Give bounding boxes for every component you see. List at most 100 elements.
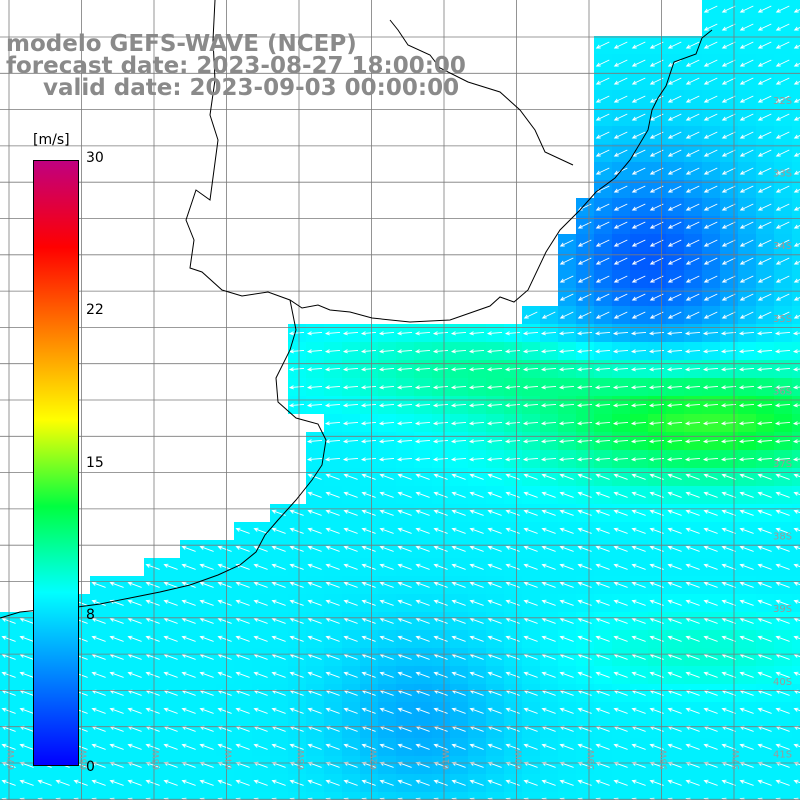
wind-arrow [109, 707, 124, 714]
wind-arrow [397, 509, 412, 516]
wind-arrow [324, 349, 341, 354]
wind-arrow [667, 617, 682, 624]
wind-arrow [631, 563, 646, 570]
lon-label: 59W [587, 750, 597, 770]
wind-arrow [360, 349, 377, 354]
wind-arrow [613, 275, 628, 283]
wind-arrow [181, 635, 196, 642]
wind-arrow [468, 331, 485, 336]
wind-arrow [595, 95, 610, 103]
wind-arrow [324, 331, 341, 336]
wind-arrow [306, 367, 323, 372]
wind-arrow [756, 457, 773, 462]
wind-arrow [342, 367, 359, 372]
wind-arrow [721, 509, 736, 516]
wind-arrow [721, 311, 736, 319]
wind-arrow [127, 671, 142, 678]
wind-arrow [667, 743, 682, 750]
wind-arrow [271, 743, 286, 750]
wind-arrow [702, 457, 719, 462]
wind-arrow [523, 635, 538, 642]
wind-arrow [361, 617, 376, 624]
wind-arrow [685, 185, 700, 193]
wind-arrow [397, 599, 412, 606]
wind-arrow [793, 617, 800, 622]
wind-arrow [703, 221, 718, 229]
wind-cell [792, 756, 800, 774]
wind-arrow [163, 707, 178, 714]
wind-arrow [667, 131, 682, 139]
wind-arrow [432, 385, 449, 390]
wind-arrow [631, 779, 646, 786]
wind-arrow [685, 473, 700, 480]
wind-arrow [793, 26, 800, 31]
wind-cell [90, 792, 108, 800]
wind-arrow [612, 457, 629, 462]
wind-cell [288, 792, 306, 800]
wind-arrow [739, 599, 754, 606]
wind-arrow [613, 617, 628, 624]
wind-arrow [721, 221, 736, 229]
wind-arrow [559, 635, 574, 642]
wind-arrow [19, 743, 34, 750]
wind-arrow [343, 527, 358, 534]
wind-arrow [361, 635, 376, 642]
wind-cell [36, 792, 54, 800]
wind-arrow [576, 439, 593, 444]
wind-arrow [433, 779, 448, 786]
wind-arrow [109, 779, 124, 786]
wind-arrow [468, 439, 485, 444]
wind-arrow [55, 779, 70, 786]
wind-arrow [667, 509, 682, 516]
wind-arrow [307, 545, 322, 552]
lat-label: 33S [773, 169, 792, 180]
wind-arrow [181, 671, 196, 678]
wind-arrow [504, 457, 521, 462]
wind-arrow [739, 203, 754, 211]
wind-arrow [307, 527, 322, 534]
wind-arrow [378, 421, 395, 426]
wind-arrow [343, 599, 358, 606]
wind-arrow [505, 779, 520, 786]
wind-arrow [361, 473, 376, 480]
wind-arrow [757, 599, 772, 606]
wind-arrow [378, 439, 395, 444]
wind-arrow [775, 293, 790, 301]
wind-arrow [361, 545, 376, 552]
wind-arrow [289, 707, 304, 714]
wind-arrow [613, 77, 628, 85]
wind-cell [792, 288, 800, 306]
wind-arrow [703, 131, 718, 139]
wind-arrow [594, 367, 611, 372]
wind-arrow [523, 563, 538, 570]
wind-arrow [540, 421, 557, 426]
wind-arrow [793, 80, 800, 85]
wind-arrow [775, 527, 790, 534]
lon-label: 65W [152, 750, 162, 770]
wind-arrow [451, 563, 466, 570]
wind-cell [270, 792, 288, 800]
wind-cell [792, 36, 800, 54]
lon-label: 60W [515, 750, 525, 770]
wind-arrow [396, 367, 413, 372]
wind-arrow [775, 113, 790, 121]
wind-arrow [757, 779, 772, 786]
wind-arrow [469, 563, 484, 570]
wind-arrow [217, 563, 232, 570]
wind-arrow [397, 779, 412, 786]
wind-arrow [127, 635, 142, 642]
wind-arrow [127, 779, 142, 786]
wind-arrow [739, 167, 754, 175]
wind-arrow [378, 385, 395, 390]
wind-arrow [19, 617, 34, 624]
wind-arrow [702, 349, 719, 354]
wind-arrow [541, 509, 556, 516]
wind-arrow [703, 509, 718, 516]
wind-arrow [451, 707, 466, 714]
wind-arrow [433, 707, 448, 714]
wind-arrow [595, 779, 610, 786]
wind-arrow [721, 77, 736, 85]
wind-arrow [613, 671, 628, 678]
wind-cell [630, 792, 648, 800]
wind-arrow [775, 167, 790, 175]
